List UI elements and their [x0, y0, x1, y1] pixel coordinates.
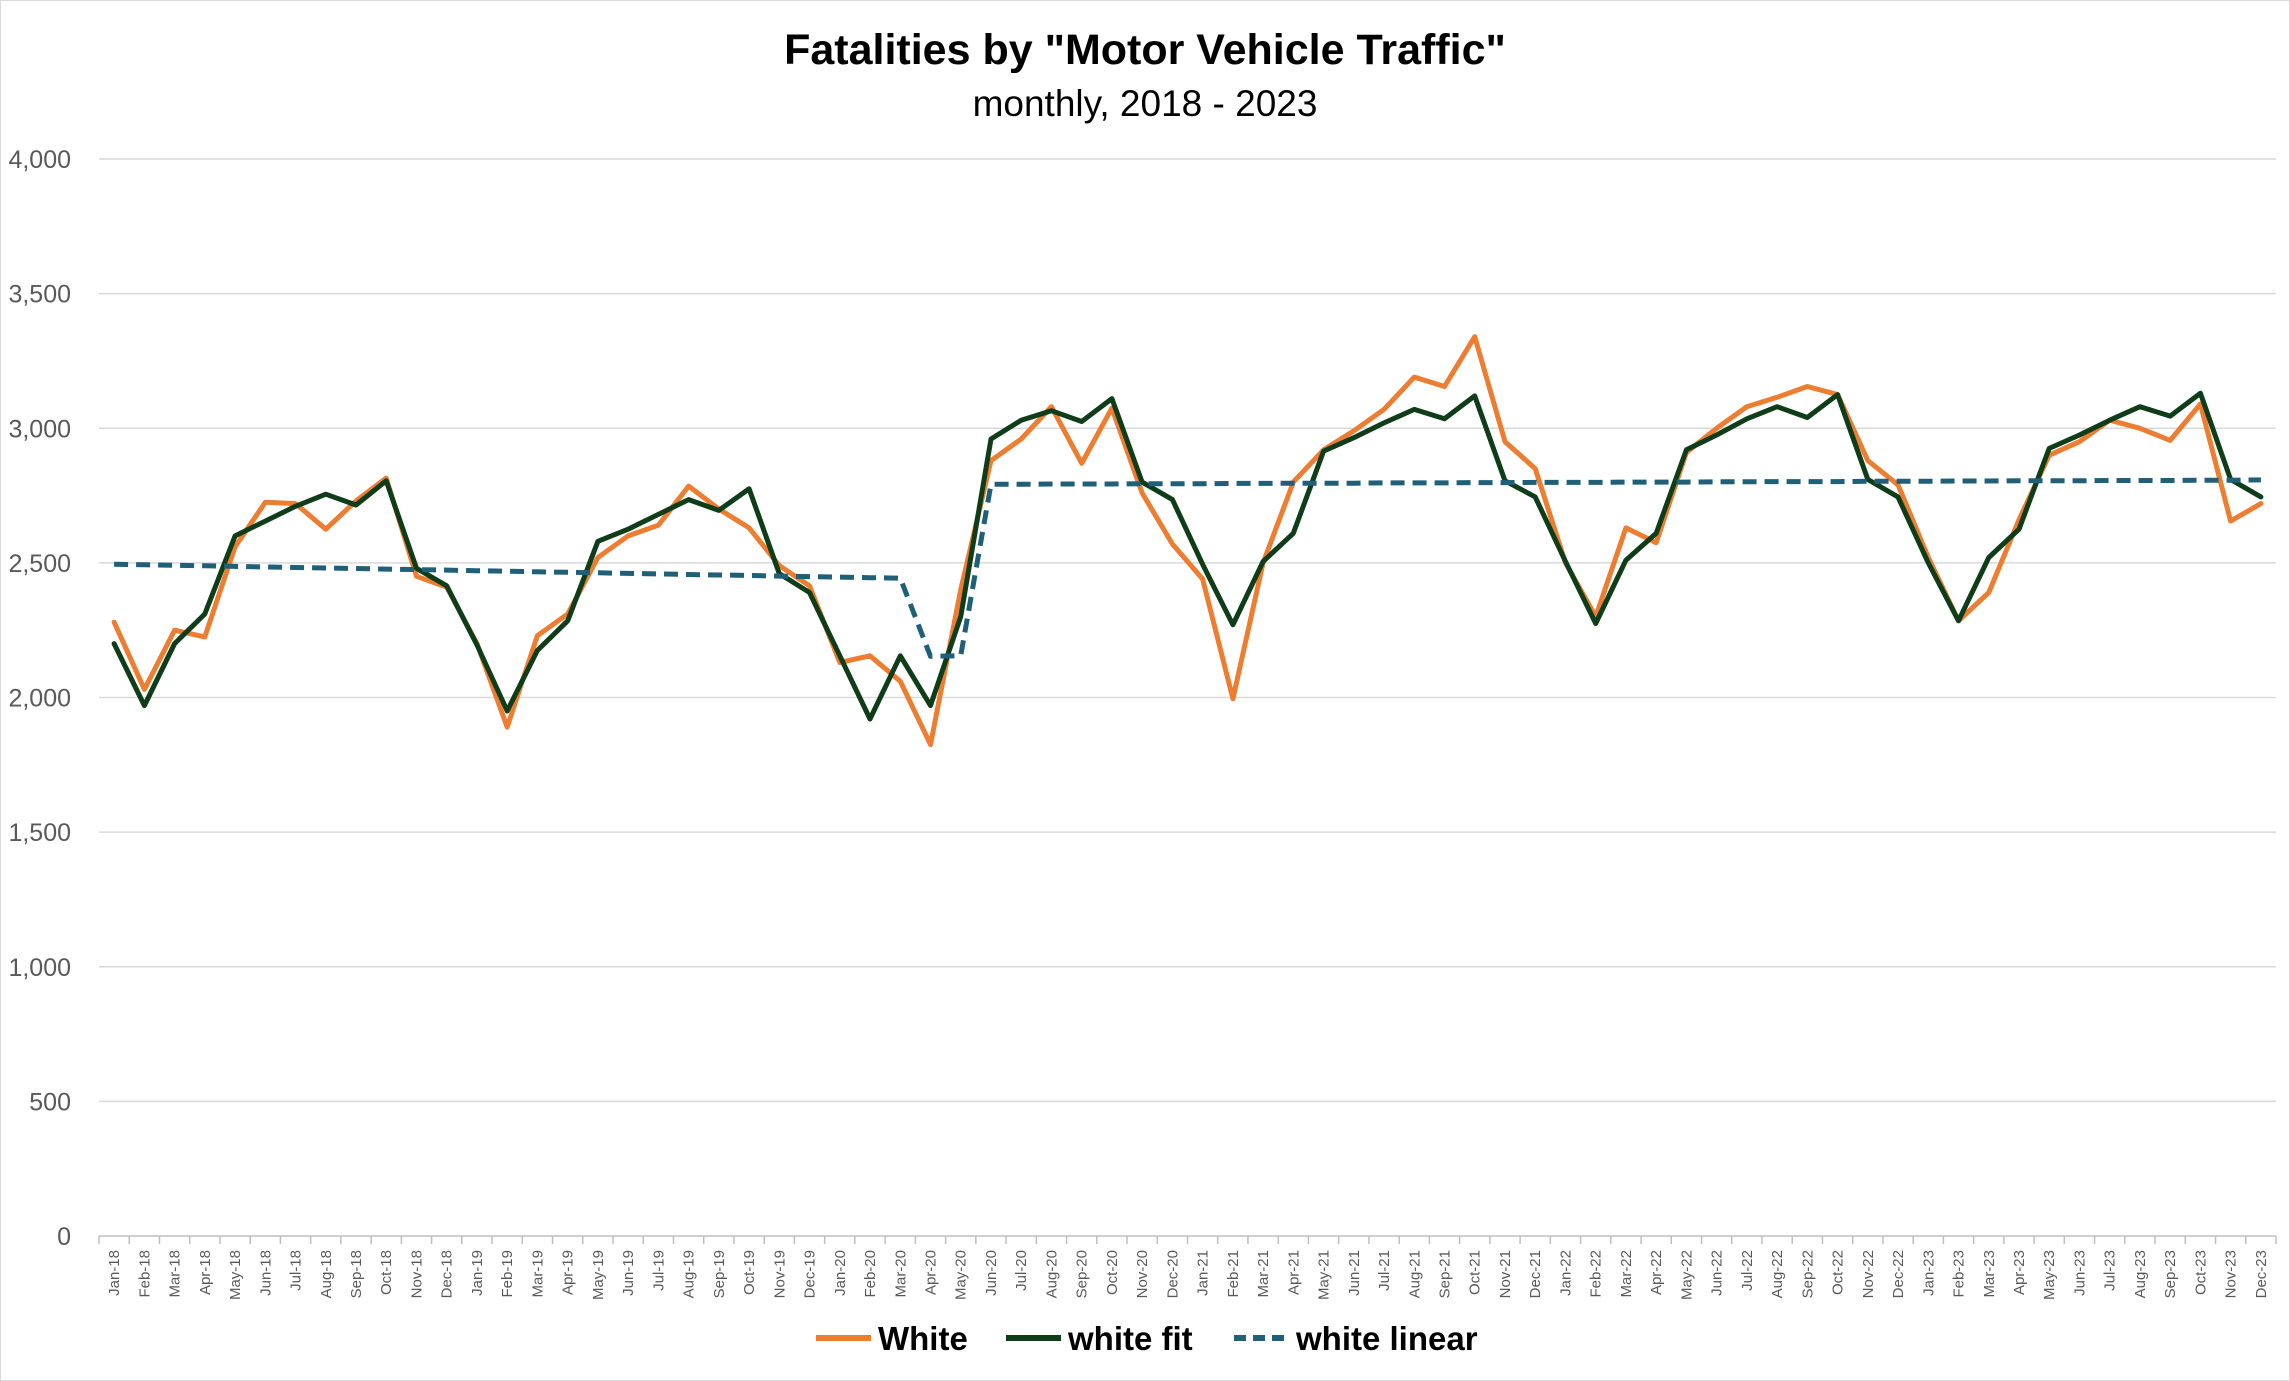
legend: White white fit white linear — [816, 1320, 1478, 1357]
x-tick-label: Apr-22 — [1648, 1250, 1665, 1295]
x-tick-label: Jul-18 — [288, 1250, 305, 1291]
y-tick-label: 2,000 — [8, 685, 71, 713]
x-tick-label: Jun-20 — [983, 1250, 1000, 1296]
x-tick-label: Oct-18 — [378, 1250, 395, 1295]
x-tick-label: Mar-20 — [892, 1250, 909, 1298]
series-line-white-fit — [111, 390, 2264, 722]
x-tick-label: Dec-18 — [439, 1250, 456, 1298]
y-axis-ticks: 0 500 1,000 1,500 2,000 2,500 3,000 3,500 4,000 — [8, 146, 71, 1251]
x-tick-label: Jan-23 — [1920, 1250, 1937, 1296]
y-tick-label: 4,000 — [8, 146, 71, 174]
x-tick-label: May-21 — [1316, 1250, 1333, 1300]
x-tick-label: Feb-23 — [1951, 1250, 1968, 1298]
y-tick-label: 1,000 — [8, 954, 71, 982]
x-tick-label: Apr-23 — [2011, 1250, 2028, 1295]
x-tick-label: Sep-23 — [2162, 1250, 2179, 1298]
x-tick-label: Jan-21 — [1195, 1250, 1212, 1296]
x-tick-label: Apr-19 — [560, 1250, 577, 1295]
chart-title: Fatalities by "Motor Vehicle Traffic" — [784, 26, 1506, 74]
chart-subtitle: monthly, 2018 - 2023 — [973, 83, 1318, 124]
x-axis-ticks: Jan-18 Feb-18 Mar-18 Apr-18 May-18 Jun-18 Jul-… — [106, 1250, 2270, 1300]
x-tick-label: Jul-19 — [650, 1250, 667, 1291]
x-tick-label: Apr-21 — [1285, 1250, 1302, 1295]
x-tick-label: Feb-18 — [136, 1250, 153, 1298]
x-tick-label: Oct-22 — [1830, 1250, 1847, 1295]
x-tick-label: Mar-21 — [1255, 1250, 1272, 1298]
series-lines — [111, 334, 2264, 748]
x-tick-label: Jul-22 — [1739, 1250, 1756, 1291]
x-tick-label: Apr-20 — [922, 1250, 939, 1295]
x-tick-label: Feb-19 — [499, 1250, 516, 1298]
y-tick-label: 500 — [29, 1088, 71, 1116]
x-tick-label: Dec-21 — [1527, 1250, 1544, 1298]
x-tick-label: May-19 — [590, 1250, 607, 1300]
x-tick-label: Jun-21 — [1346, 1250, 1363, 1296]
y-tick-label: 1,500 — [8, 819, 71, 847]
x-tick-label: May-20 — [953, 1250, 970, 1300]
x-tick-label: Dec-23 — [2253, 1250, 2270, 1298]
x-tick-label: May-18 — [227, 1250, 244, 1300]
x-tick-label: Jan-19 — [469, 1250, 486, 1296]
x-tick-label: Sep-21 — [1437, 1250, 1454, 1298]
legend-label: White — [878, 1320, 968, 1357]
series-line-white-linear — [114, 477, 2261, 659]
x-tick-label: Sep-20 — [1074, 1250, 1091, 1298]
x-tick-label: Jan-22 — [1557, 1250, 1574, 1296]
x-tick-label: Feb-20 — [862, 1250, 879, 1298]
x-tick-label: Feb-21 — [1225, 1250, 1242, 1298]
x-tick-label: Aug-19 — [681, 1250, 698, 1298]
x-tick-label: Jul-23 — [2102, 1250, 2119, 1291]
x-tick-label: Oct-19 — [741, 1250, 758, 1295]
x-tick-label: Oct-20 — [1104, 1250, 1121, 1295]
series-line-white — [111, 334, 2264, 748]
x-tick-label: Aug-18 — [318, 1250, 335, 1298]
y-tick-label: 3,500 — [8, 281, 71, 309]
x-tick-label: Jan-18 — [106, 1250, 123, 1296]
x-tick-label: Mar-22 — [1618, 1250, 1635, 1298]
x-tick-label: Dec-19 — [802, 1250, 819, 1298]
x-tick-label: May-22 — [1678, 1250, 1695, 1300]
x-tick-label: Aug-23 — [2132, 1250, 2149, 1298]
x-tick-label: Nov-19 — [771, 1250, 788, 1298]
gridlines — [98, 158, 2277, 1244]
y-tick-label: 2,500 — [8, 550, 71, 578]
x-tick-label: Sep-19 — [711, 1250, 728, 1298]
x-tick-label: Jun-22 — [1709, 1250, 1726, 1296]
legend-label: white fit — [1067, 1320, 1193, 1357]
x-tick-label: Aug-22 — [1769, 1250, 1786, 1298]
x-tick-label: Nov-23 — [2223, 1250, 2240, 1298]
x-tick-label: Aug-20 — [1043, 1250, 1060, 1298]
x-tick-label: Dec-22 — [1890, 1250, 1907, 1298]
x-tick-label: Nov-20 — [1134, 1250, 1151, 1298]
x-tick-label: Mar-23 — [1981, 1250, 1998, 1298]
x-tick-label: Mar-19 — [529, 1250, 546, 1298]
x-tick-label: Nov-21 — [1497, 1250, 1514, 1298]
x-tick-label: Mar-18 — [167, 1250, 184, 1298]
x-tick-label: Jun-18 — [257, 1250, 274, 1296]
x-tick-label: May-23 — [2041, 1250, 2058, 1300]
x-tick-label: Nov-22 — [1860, 1250, 1877, 1298]
legend-label: white linear — [1295, 1320, 1478, 1357]
x-tick-label: Jan-20 — [832, 1250, 849, 1296]
x-tick-label: Jul-21 — [1376, 1250, 1393, 1291]
x-tick-label: Jun-19 — [620, 1250, 637, 1296]
x-tick-label: Oct-23 — [2192, 1250, 2209, 1295]
x-tick-label: Feb-22 — [1588, 1250, 1605, 1298]
x-tick-label: Sep-18 — [348, 1250, 365, 1298]
x-tick-label: Oct-21 — [1467, 1250, 1484, 1295]
x-tick-label: Sep-22 — [1799, 1250, 1816, 1298]
x-tick-label: Jun-23 — [2071, 1250, 2088, 1296]
y-tick-label: 0 — [57, 1223, 71, 1251]
x-tick-label: Dec-20 — [1164, 1250, 1181, 1298]
x-tick-label: Nov-18 — [408, 1250, 425, 1298]
x-tick-label: Jul-20 — [1013, 1250, 1030, 1291]
x-tick-label: Aug-21 — [1406, 1250, 1423, 1298]
x-tick-label: Apr-18 — [197, 1250, 214, 1295]
y-tick-label: 3,000 — [8, 415, 71, 443]
